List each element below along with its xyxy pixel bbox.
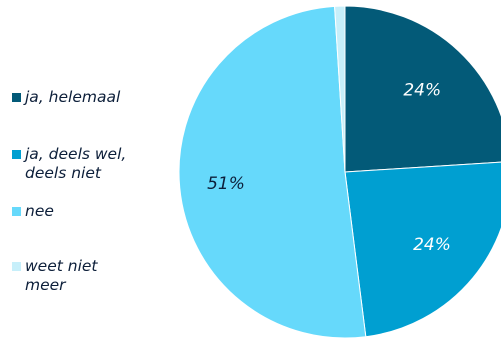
legend-item-nee: nee [12,202,54,221]
legend-label: weet niet meer [25,257,98,295]
data-label: 51% [207,174,245,194]
legend-label: ja, deels wel, deels niet [25,145,126,183]
legend-label: ja, helemaal [25,88,120,107]
legend-swatch [12,207,21,216]
legend-label: nee [25,202,54,221]
legend-item-ja-deels: ja, deels wel, deels niet [12,145,126,183]
legend-item-ja-helemaal: ja, helemaal [12,88,120,107]
legend-item-weet-niet-meer: weet niet meer [12,257,98,295]
legend-swatch [12,93,21,102]
legend-swatch [12,262,21,271]
legend-swatch [12,150,21,159]
data-label: 24% [413,235,451,255]
data-label: 24% [403,81,441,101]
